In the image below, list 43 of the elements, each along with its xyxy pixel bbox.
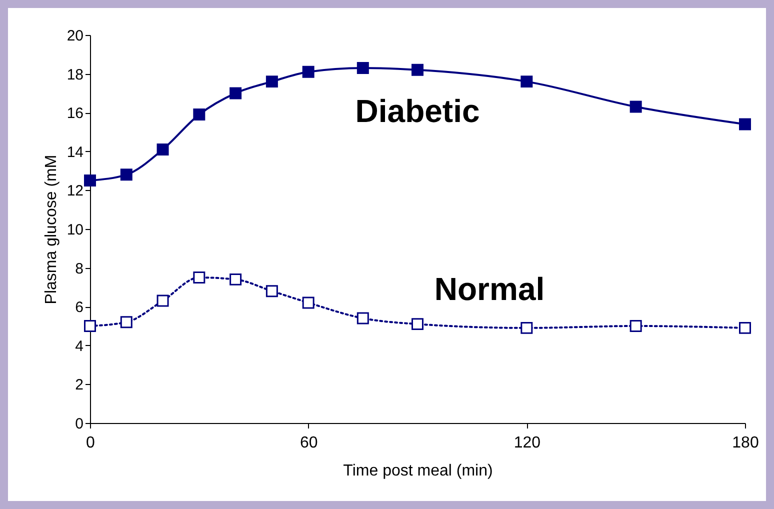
point xyxy=(156,294,169,307)
point xyxy=(630,100,642,113)
y-tick-label: 10 xyxy=(66,222,84,238)
y-tick-label: 6 xyxy=(75,299,84,316)
y-tick-label: 14 xyxy=(66,144,84,161)
point xyxy=(739,118,751,130)
point xyxy=(520,322,533,334)
point xyxy=(84,174,96,186)
point xyxy=(84,320,96,332)
x-tick-label: 60 xyxy=(300,434,318,452)
point xyxy=(230,87,242,100)
point xyxy=(302,296,314,309)
x-tick-label: 120 xyxy=(514,434,541,452)
point xyxy=(120,168,132,181)
y-tick-label: 20 xyxy=(66,28,84,44)
y-tick-label: 12 xyxy=(66,182,84,200)
point xyxy=(412,318,424,330)
point xyxy=(193,272,206,284)
point xyxy=(412,64,424,76)
point xyxy=(356,62,369,74)
y-axis-title: Plasma glucose (mM xyxy=(42,154,60,304)
y-tick-label: 0 xyxy=(75,416,84,432)
y-tick-label: 8 xyxy=(75,260,84,278)
point xyxy=(230,273,242,286)
series-label: Diabetic xyxy=(355,92,480,129)
point xyxy=(266,76,278,88)
point xyxy=(739,322,751,334)
x-axis-title: Time post meal (min) xyxy=(343,462,493,480)
y-tick-label: 18 xyxy=(66,66,84,84)
point xyxy=(120,316,132,328)
point xyxy=(630,320,642,332)
y-tick-label: 2 xyxy=(75,376,84,394)
x-tick-label: 0 xyxy=(86,434,96,452)
y-tick-label: 16 xyxy=(66,105,84,122)
y-tick-label: 4 xyxy=(75,338,84,355)
x-tick-label: 180 xyxy=(732,434,759,452)
point xyxy=(156,143,169,156)
point xyxy=(302,66,314,78)
point xyxy=(193,108,206,121)
series-label: Normal xyxy=(434,271,545,308)
point xyxy=(520,76,533,88)
point xyxy=(266,285,278,298)
point xyxy=(356,312,369,324)
